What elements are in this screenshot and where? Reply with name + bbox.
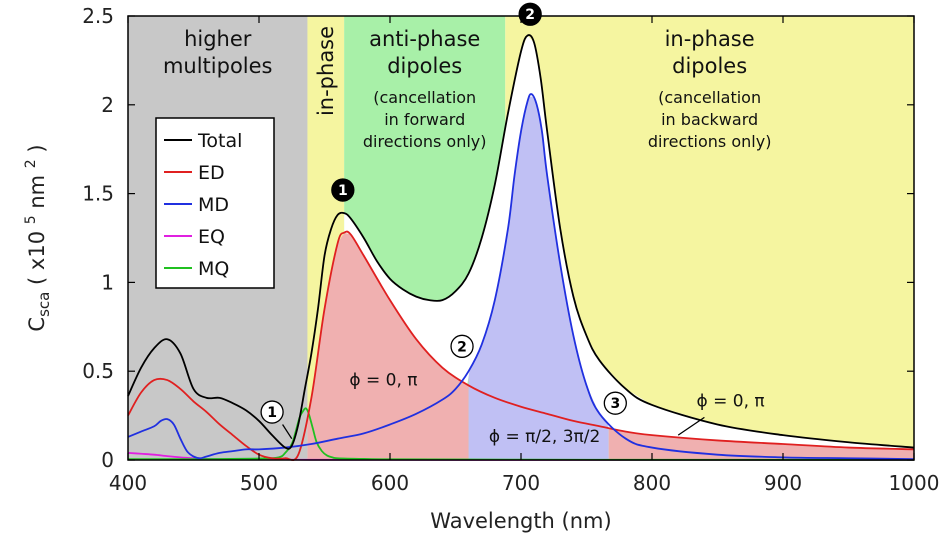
phase-annotation: ϕ = π/2, 3π/2 <box>489 427 600 447</box>
legend-entry: MQ <box>198 258 229 280</box>
markers: 1 2 1 2 3 <box>260 2 627 424</box>
annotation-arrow <box>677 416 705 436</box>
x-tick-label: 1000 <box>889 471 940 495</box>
series-md <box>127 93 915 461</box>
annotations: ϕ = 0, π ϕ = π/2, 3π/2 ϕ = 0, π <box>282 370 765 447</box>
marker-circle <box>603 391 627 415</box>
region-sublabel: directions only) <box>363 132 487 151</box>
legend: Total ED MD EQ MQ <box>155 117 275 289</box>
marker-label: 2 <box>525 7 535 23</box>
x-axis-label: Wavelength (nm) <box>430 509 611 533</box>
y-tick-label: 1.5 <box>82 182 114 206</box>
region-label: in-phase <box>665 27 755 51</box>
x-tick-label: 500 <box>240 471 278 495</box>
y-tick-label: 1 <box>101 270 114 294</box>
region-label-in-phase: in-phase <box>314 26 338 116</box>
region-label: multipoles <box>163 54 273 78</box>
marker-label: 3 <box>610 396 620 412</box>
fill-1 <box>468 94 609 460</box>
phase-annotation: ϕ = 0, π <box>697 392 765 412</box>
region-label: dipoles <box>672 54 747 78</box>
annotation-arrow <box>282 424 293 440</box>
legend-entry: ED <box>198 162 225 184</box>
y-axis-label: Csca ( x10 5 nm 2 ) <box>23 144 53 331</box>
region-sublabel: (cancellation <box>658 88 761 107</box>
x-tick-label: 400 <box>109 471 147 495</box>
marker-circle <box>518 2 542 26</box>
legend-entry: Total <box>197 130 242 152</box>
series-ed <box>127 230 915 461</box>
region-sublabel: in forward <box>384 110 465 129</box>
y-tick-label: 0 <box>101 448 114 472</box>
x-tick-label: 900 <box>764 471 802 495</box>
region-label: higher <box>184 27 252 51</box>
svg-text:Csca ( x10 5 nm 2 ): Csca ( x10 5 nm 2 ) <box>23 144 53 331</box>
region-sublabel: in backward <box>661 110 758 129</box>
fill-0 <box>307 232 469 460</box>
series-total <box>127 34 915 450</box>
region-sublabel: directions only) <box>648 132 772 151</box>
region-labels: higher multipoles in-phase anti-phase dipole… <box>163 26 771 151</box>
marker-circle <box>260 400 284 424</box>
phase-annotation: ϕ = 0, π <box>349 370 417 390</box>
legend-entry: MD <box>198 194 229 216</box>
marker-label: 1 <box>267 405 277 421</box>
x-tick-label: 700 <box>502 471 540 495</box>
marker-label: 2 <box>457 339 467 355</box>
y-tick-label: 0.5 <box>82 359 114 383</box>
x-tick-label: 800 <box>633 471 671 495</box>
marker-label: 1 <box>338 183 348 199</box>
x-tick-label: 600 <box>371 471 409 495</box>
y-tick-label: 2.5 <box>82 4 114 28</box>
axis-ticks: 400 500 600 700 800 900 1000 0 0.5 1 1.5 2 2.5 <box>82 4 939 495</box>
legend-entry: EQ <box>198 226 225 248</box>
marker-circle <box>331 178 355 202</box>
region-sublabel: (cancellation <box>373 88 476 107</box>
region-label: anti-phase <box>369 27 480 51</box>
y-tick-label: 2 <box>101 93 114 117</box>
marker-circle <box>450 334 474 358</box>
region-label: dipoles <box>387 54 462 78</box>
